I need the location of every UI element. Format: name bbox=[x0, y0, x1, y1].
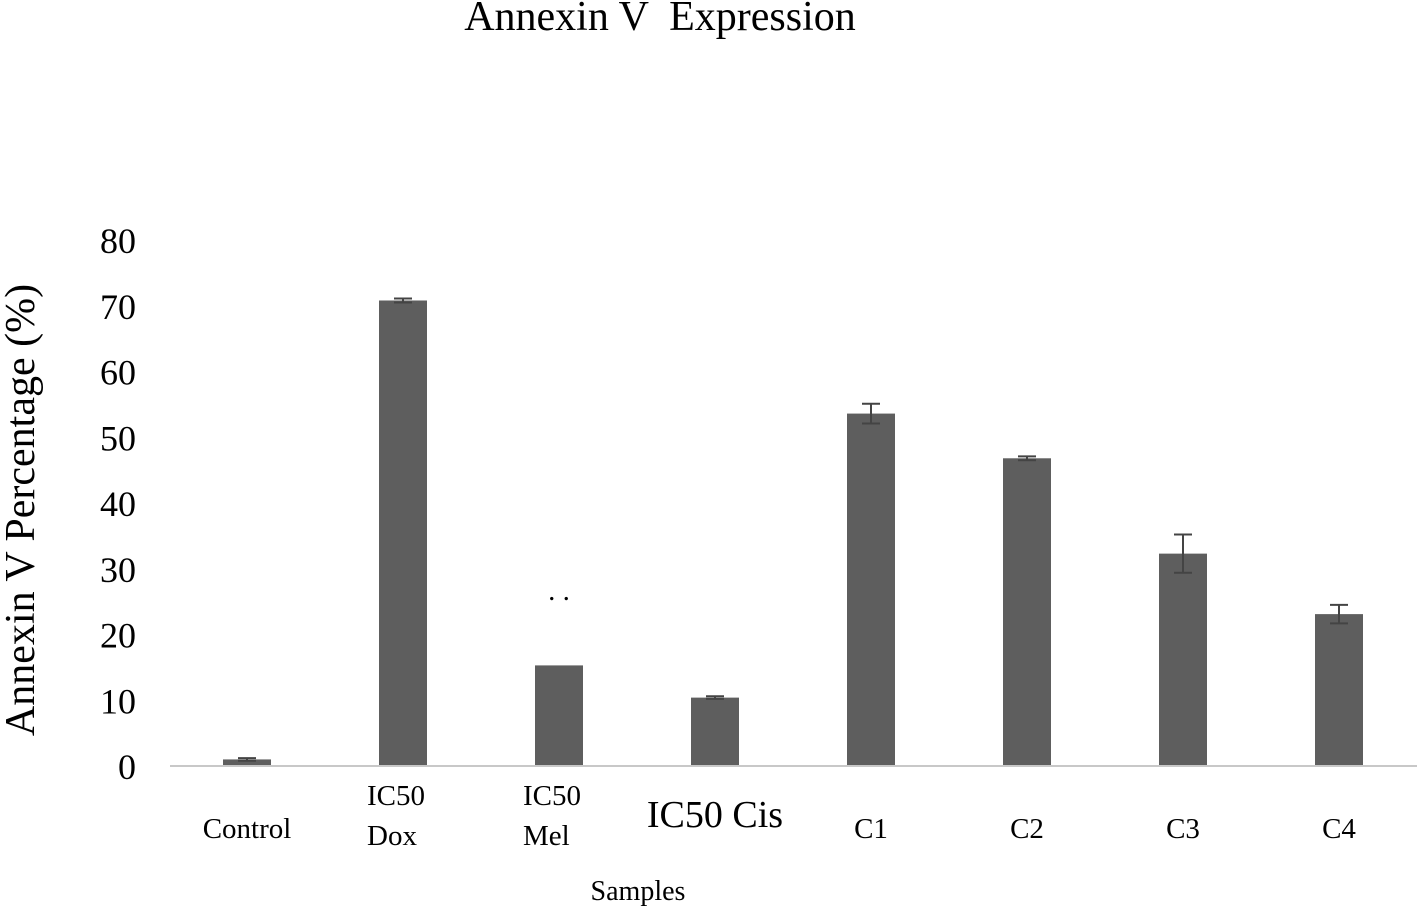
x-tick-label: Control bbox=[203, 813, 292, 845]
y-tick-label: 40 bbox=[100, 484, 136, 524]
x-axis-label: Samples bbox=[591, 876, 686, 907]
bar bbox=[379, 300, 427, 766]
annotations: . . bbox=[548, 575, 570, 607]
annotation-label: . . bbox=[548, 575, 570, 607]
x-tick-label: IC50 Dox bbox=[367, 780, 425, 852]
bar bbox=[1159, 553, 1207, 766]
bar bbox=[535, 665, 583, 766]
x-tick-label: IC50 Mel bbox=[523, 780, 581, 852]
y-tick-label: 30 bbox=[100, 550, 136, 590]
y-tick-label: 20 bbox=[100, 616, 136, 656]
bar bbox=[847, 413, 895, 766]
bar bbox=[691, 697, 739, 766]
error-bar bbox=[1018, 455, 1036, 462]
bar bbox=[1315, 614, 1363, 766]
y-tick-label: 60 bbox=[100, 353, 136, 393]
error-bar bbox=[394, 297, 412, 304]
y-axis-ticks: 0 10 20 30 40 50 60 70 80 bbox=[100, 221, 136, 787]
x-tick-label: C1 bbox=[854, 813, 888, 845]
error-bar bbox=[862, 402, 880, 425]
error-bar bbox=[706, 695, 724, 700]
error-bars bbox=[238, 297, 1348, 762]
y-axis-label: Annexin V Percentage (%) bbox=[0, 284, 44, 736]
error-bar bbox=[1174, 533, 1192, 574]
x-tick-label: C4 bbox=[1322, 813, 1356, 845]
chart-title: Annexin V Expression bbox=[464, 0, 856, 40]
x-tick-label: IC50 Cis bbox=[647, 794, 783, 836]
error-bar bbox=[1330, 603, 1348, 625]
bar bbox=[223, 759, 271, 766]
x-tick-label: C3 bbox=[1166, 813, 1200, 845]
y-tick-label: 70 bbox=[100, 287, 136, 327]
bars bbox=[223, 300, 1363, 766]
x-tick-label: C2 bbox=[1010, 813, 1044, 845]
y-tick-label: 10 bbox=[100, 681, 136, 721]
error-bar bbox=[238, 757, 256, 762]
bar bbox=[1003, 458, 1051, 766]
y-tick-label: 0 bbox=[118, 747, 136, 787]
y-tick-label: 80 bbox=[100, 221, 136, 261]
x-axis-ticks: Control IC50 Dox IC50 Mel IC50 Cis C1 C2 C3 C4 bbox=[203, 780, 1357, 852]
y-tick-label: 50 bbox=[100, 418, 136, 458]
